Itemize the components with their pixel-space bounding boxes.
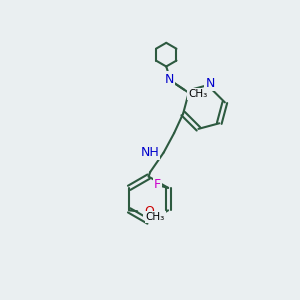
Text: CH₃: CH₃ (146, 212, 165, 222)
Text: CH₃: CH₃ (188, 88, 207, 99)
Text: F: F (154, 178, 161, 191)
Text: NH: NH (140, 146, 159, 159)
Text: N: N (164, 73, 174, 86)
Text: N: N (206, 77, 215, 90)
Text: O: O (144, 205, 154, 218)
